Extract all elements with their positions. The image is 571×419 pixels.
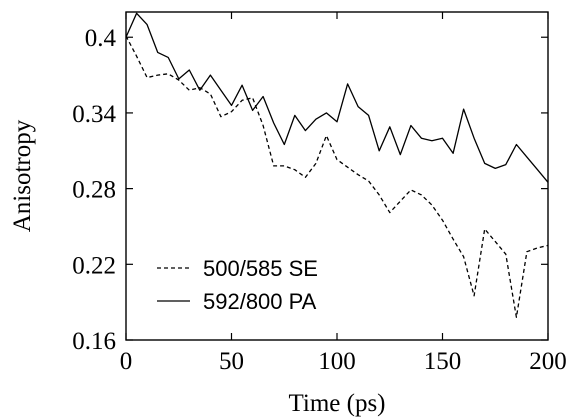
y-tick-label: 0.16 <box>72 328 116 355</box>
x-tick-label: 100 <box>318 348 356 375</box>
tick-marks <box>125 12 549 341</box>
y-tick-label: 0.22 <box>72 252 116 279</box>
x-tick-labels: 0 50 100 150 200 <box>120 348 567 375</box>
y-tick-label: 0.34 <box>72 101 116 128</box>
legend: 500/585 SE 592/800 PA <box>157 256 318 314</box>
plot-frame <box>125 11 549 341</box>
x-tick-label: 0 <box>120 348 133 375</box>
series-line-se <box>125 35 549 318</box>
series-line-pa <box>125 12 549 183</box>
y-axis-title: Anisotropy <box>9 119 36 232</box>
x-tick-label: 200 <box>529 348 567 375</box>
y-tick-label: 0.4 <box>85 25 117 52</box>
legend-label-pa: 592/800 PA <box>203 289 317 314</box>
legend-label-se: 500/585 SE <box>203 256 318 281</box>
x-axis-title: Time (ps) <box>288 390 385 417</box>
series-lines <box>125 12 549 318</box>
y-tick-labels: 0.16 0.22 0.28 0.34 0.4 <box>72 25 116 355</box>
x-tick-label: 50 <box>219 348 244 375</box>
y-tick-label: 0.28 <box>72 177 116 204</box>
x-tick-label: 150 <box>424 348 462 375</box>
